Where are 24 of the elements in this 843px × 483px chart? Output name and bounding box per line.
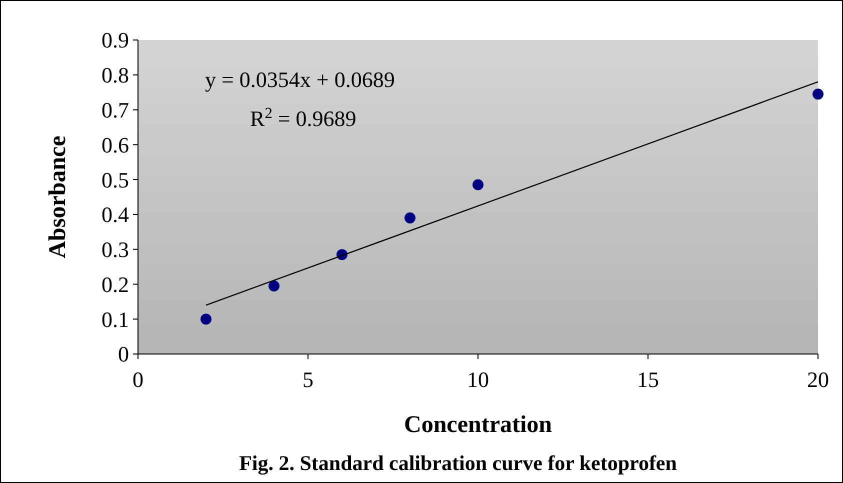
point: [200, 314, 212, 325]
x-tick-label: 5: [302, 367, 314, 392]
y-tick-label: 0.2: [102, 272, 129, 297]
y-tick-label: 0.4: [102, 202, 129, 228]
y-tick-label: 0.3: [102, 237, 129, 262]
point: [472, 179, 484, 190]
annotation: y = 0.0354x + 0.0689: [205, 67, 395, 92]
y-tick-label: 0.5: [102, 167, 129, 192]
y-axis-title: Absorbance: [45, 135, 71, 258]
x-tick-label: 15: [637, 367, 659, 392]
x-axis-title: Concentration: [404, 412, 552, 438]
y-tick-label: 0: [118, 342, 129, 367]
y-tick-label: 0.6: [102, 132, 129, 158]
y-tick-label: 0.8: [102, 62, 129, 88]
annotation: R$^{2}$ = 0.9689: [250, 104, 356, 131]
x-tick-label: 10: [467, 367, 489, 392]
y-tick-label: 0.1: [102, 306, 129, 332]
x-tick-label: 20: [807, 367, 829, 392]
point: [268, 280, 280, 292]
point: [812, 88, 824, 100]
text: Fig. 2. Standard calibration curve for ketoprofen: [239, 451, 678, 475]
point: [404, 212, 416, 224]
y-tick-label: 0.7: [102, 97, 129, 122]
y-tick-label: 0.9: [102, 28, 129, 53]
